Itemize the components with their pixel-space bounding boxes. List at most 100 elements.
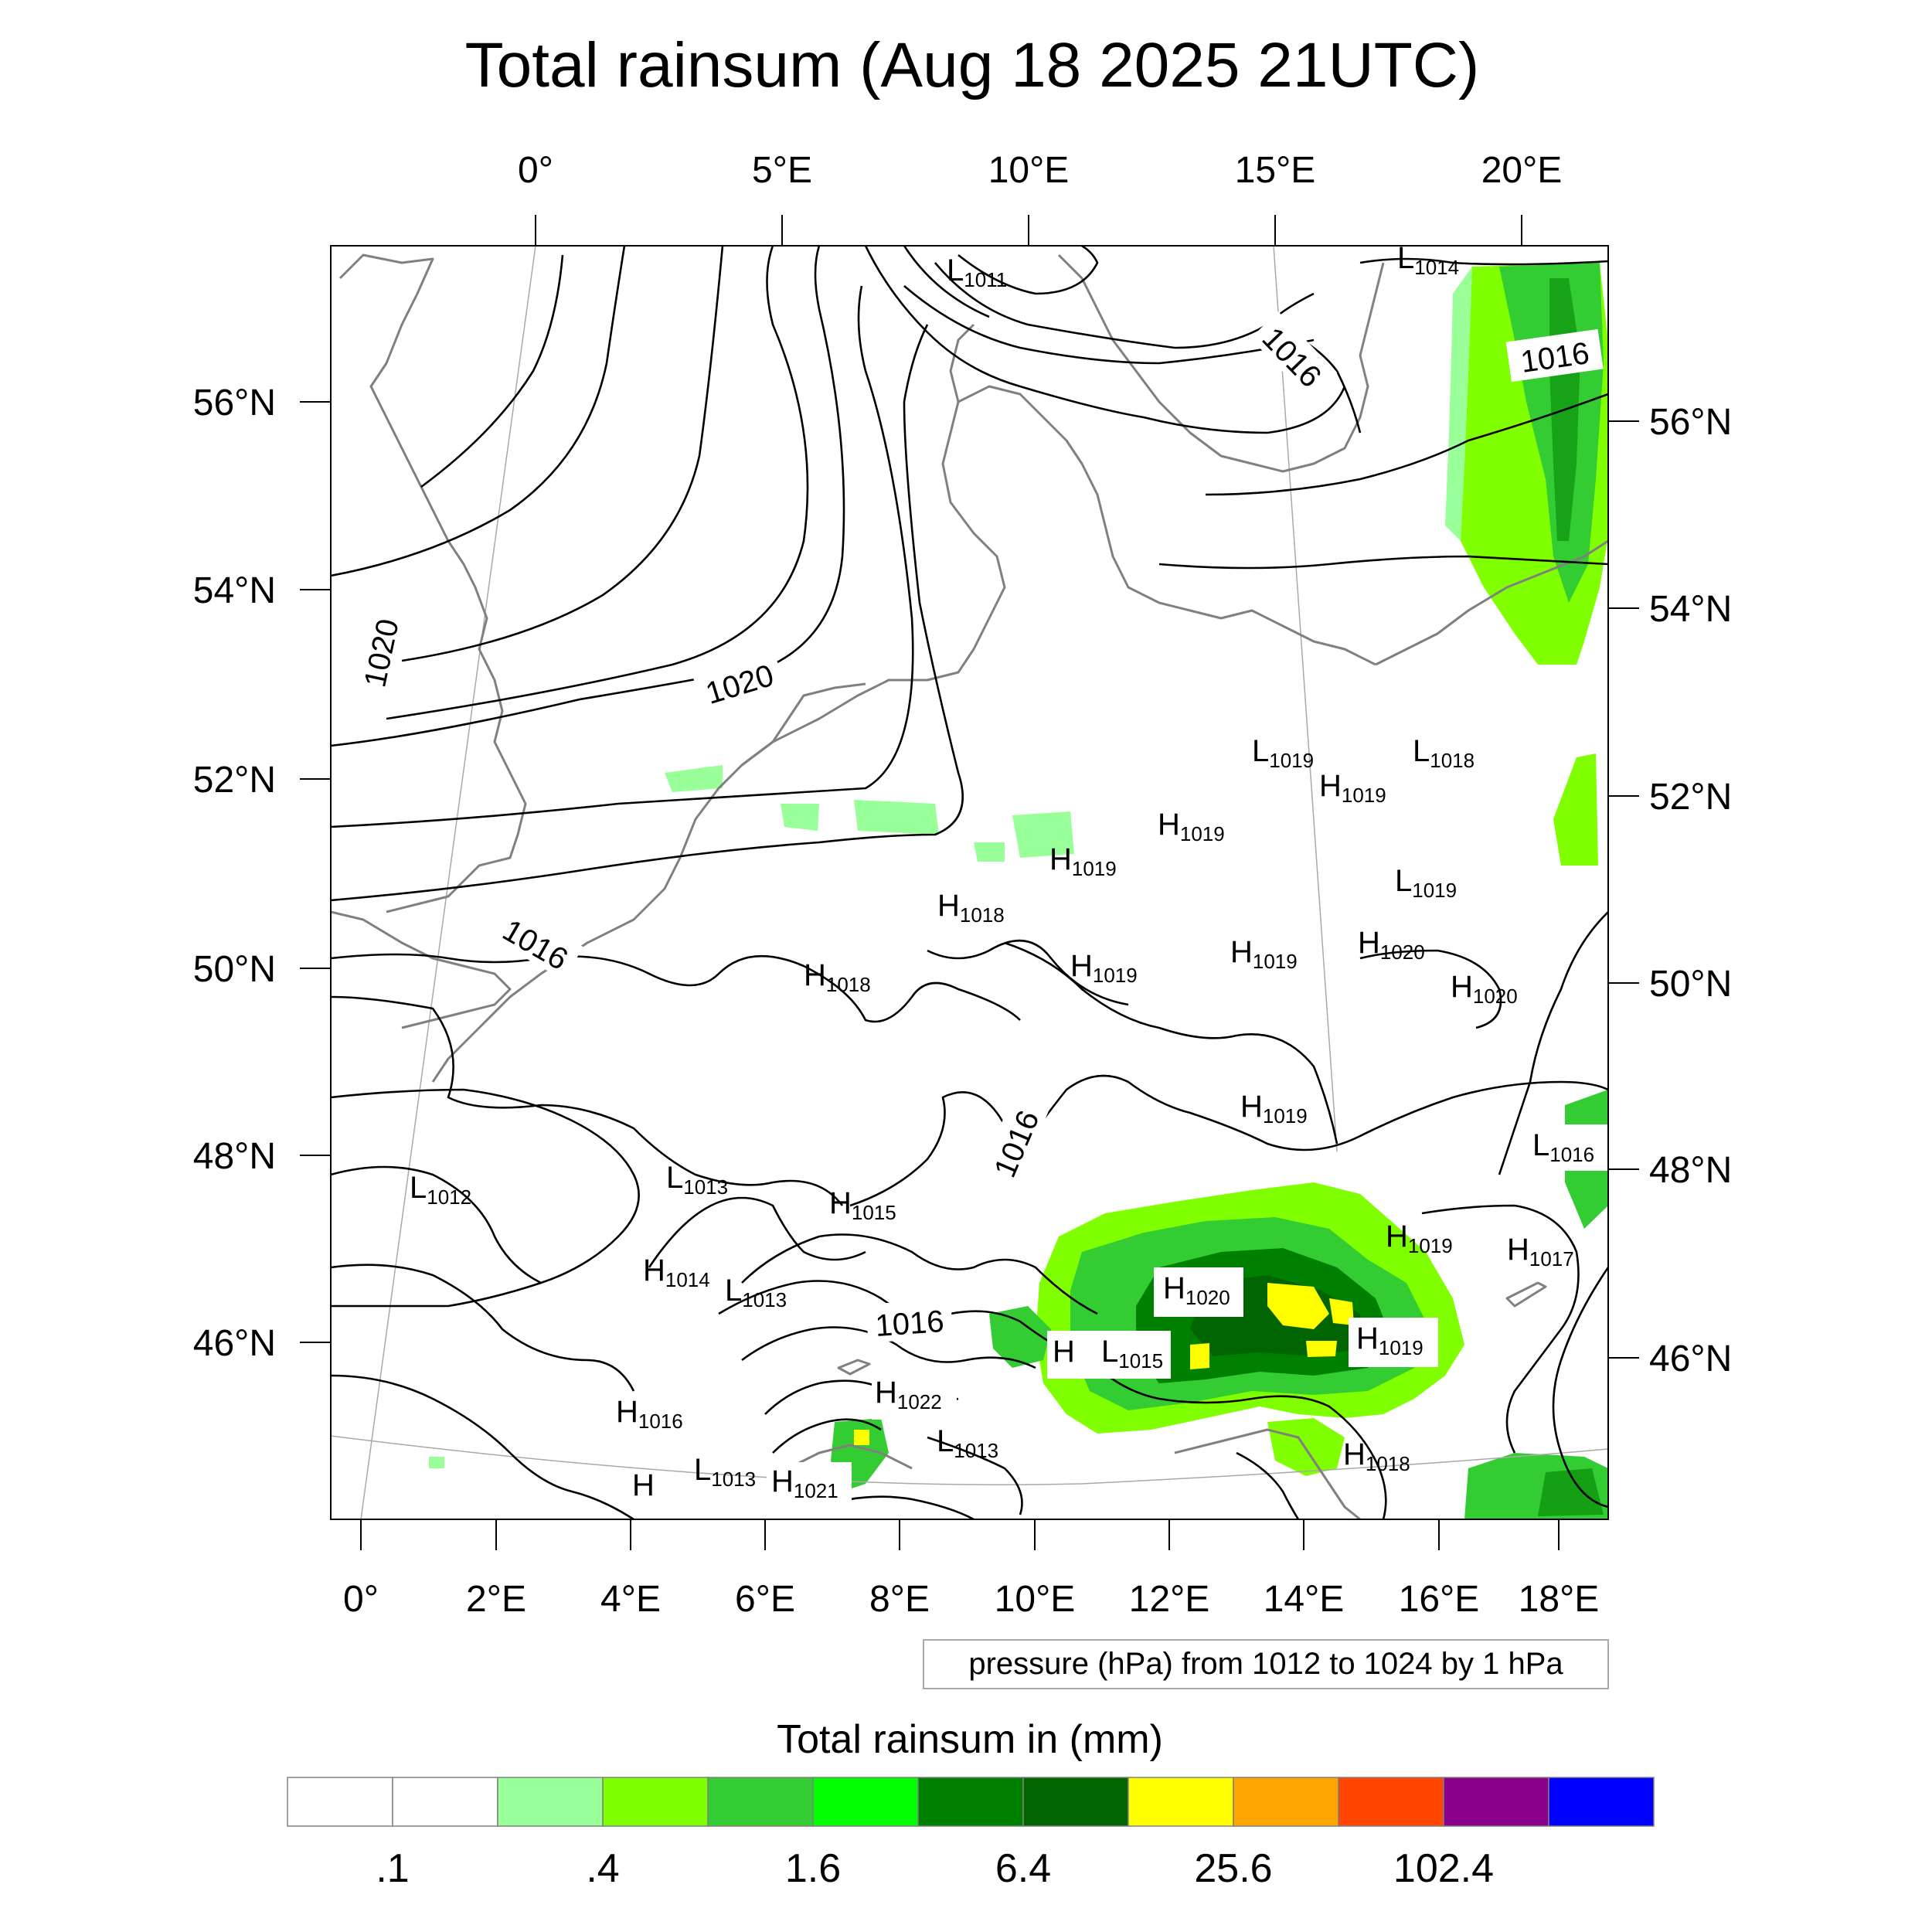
colorbar-swatch <box>497 1777 604 1827</box>
bottom-lon-label: 4°E <box>600 1579 661 1620</box>
coast-adriatic <box>1174 1428 1361 1519</box>
rain-patch-1 <box>665 765 723 792</box>
svg-text:H: H <box>632 1468 655 1502</box>
coast-sweden <box>1057 253 1385 473</box>
svg-text:L1013: L1013 <box>937 1424 998 1462</box>
svg-text:H1017: H1017 <box>1507 1233 1574 1270</box>
top-lon-label: 20°E <box>1481 150 1563 191</box>
pressure-center-28: H1022 <box>872 1372 957 1420</box>
svg-text:L1016: L1016 <box>1532 1128 1594 1166</box>
contour-info-text: pressure (hPa) from 1012 to 1024 by 1 hP… <box>968 1647 1563 1681</box>
isobar-17 <box>331 953 1021 1023</box>
bottom-lon-label: 12°E <box>1129 1579 1210 1620</box>
isobar-16 <box>1359 257 1608 266</box>
pressure-center-14: H1020 <box>1451 970 1518 1008</box>
svg-text:H1021: H1021 <box>771 1464 838 1502</box>
colorbar-tick-label: 25.6 <box>1194 1846 1272 1891</box>
svg-text:H1019: H1019 <box>1049 842 1117 880</box>
isobar-9 <box>903 285 1315 365</box>
isobar-4 <box>386 246 809 720</box>
map-panel: 1016 1020 1020 1016 1016 <box>330 241 1609 1520</box>
isobar-20 <box>1003 1074 1608 1175</box>
coast-denmark <box>957 385 1376 666</box>
gridline-45n <box>331 1435 1608 1485</box>
isobars <box>331 246 1608 1519</box>
svg-text:H1019: H1019 <box>1230 935 1298 973</box>
bottom-lon-label: 14°E <box>1264 1579 1345 1620</box>
pressure-center-18: L1013 <box>666 1161 728 1199</box>
map-frame <box>330 245 1609 1520</box>
rain-patch-3 <box>854 800 939 835</box>
left-latitude-labels: 56°N 54°N 52°N 50°N 48°N 46°N <box>193 383 276 1364</box>
pressure-center-10: H1018 <box>804 958 871 996</box>
pressure-center-15: H1019 <box>1240 1090 1308 1128</box>
lake-balaton <box>1505 1281 1547 1308</box>
isobar-37 <box>927 1436 1023 1515</box>
colorbar-title: Total rainsum in (mm) <box>777 1717 1163 1762</box>
svg-text:L1014: L1014 <box>1397 241 1459 279</box>
pressure-center-27: H1016 <box>616 1395 683 1433</box>
right-lat-label: 50°N <box>1649 964 1732 1005</box>
colorbar-swatch <box>1548 1777 1655 1827</box>
svg-text:H1019: H1019 <box>1356 1321 1423 1359</box>
svg-text:L1019: L1019 <box>1395 864 1457 902</box>
isobar-34 <box>741 1326 1036 1369</box>
colorbar-tick-label: 6.4 <box>995 1846 1051 1891</box>
left-lat-label: 50°N <box>193 949 276 990</box>
right-lat-label: 48°N <box>1649 1150 1732 1191</box>
colorbar-tick-label: 1.6 <box>785 1846 841 1891</box>
isobar-11 <box>903 246 990 318</box>
pressure-center-24: H1020 <box>1154 1267 1243 1317</box>
rain-area-alps-yellow-1 <box>1267 1283 1329 1329</box>
colorbar-swatch <box>602 1777 709 1827</box>
isobar-2 <box>331 246 626 577</box>
rain-patch-2 <box>781 804 819 831</box>
rain-patch-6 <box>429 1457 444 1468</box>
svg-text:L1013: L1013 <box>725 1274 787 1311</box>
svg-text:H1018: H1018 <box>1343 1437 1410 1475</box>
svg-text:H1020: H1020 <box>1163 1271 1230 1309</box>
left-lat-label: 54°N <box>193 570 276 611</box>
right-lat-label: 54°N <box>1649 589 1732 630</box>
left-lat-label: 46°N <box>193 1323 276 1364</box>
figure-title: Total rainsum (Aug 18 2025 21UTC) <box>465 30 1480 100</box>
isobar-22 <box>927 939 1129 1006</box>
isobar-28 <box>1421 1204 1580 1454</box>
pressure-center-20: H1019 <box>1386 1219 1453 1257</box>
pressure-center-4: L1018 <box>1413 734 1475 772</box>
bottom-lon-label: 16°E <box>1399 1579 1480 1620</box>
svg-text:L1019: L1019 <box>1252 734 1314 772</box>
rain-area-alps-southwest-yellow <box>854 1430 869 1445</box>
svg-text:H1019: H1019 <box>1240 1090 1308 1128</box>
isobar-23 <box>331 1088 640 1308</box>
rain-area-alps-yellow-2 <box>1329 1298 1354 1325</box>
coast-great-britain-south <box>331 910 512 1029</box>
rain-patch-4 <box>1012 811 1074 858</box>
svg-text:L1013: L1013 <box>694 1453 756 1491</box>
bottom-lon-label: 2°E <box>466 1579 526 1620</box>
colorbar-tick-label: 102.4 <box>1393 1846 1494 1891</box>
rain-area-alps-west <box>989 1306 1051 1368</box>
lake-geneva <box>837 1359 871 1376</box>
coast-baltic-south <box>1375 539 1608 666</box>
colorbar-swatch <box>1233 1777 1339 1827</box>
isobar-25 <box>331 1264 635 1392</box>
colorbar-tick-label: .1 <box>376 1846 409 1891</box>
pressure-center-5: H1019 <box>1319 769 1386 807</box>
top-lon-label: 0° <box>518 150 553 191</box>
bottom-lon-label: 10°E <box>995 1579 1076 1620</box>
right-lat-label: 52°N <box>1649 777 1732 818</box>
pressure-center-31: L1013 <box>694 1453 756 1491</box>
svg-text:H1014: H1014 <box>643 1253 710 1291</box>
colorbar-swatch <box>812 1777 919 1827</box>
pressure-center-30: H1018 <box>1343 1437 1410 1475</box>
right-latitude-labels: 56°N 54°N 52°N 50°N 48°N 46°N <box>1649 402 1732 1379</box>
isobar-5 <box>331 246 845 747</box>
right-lat-label: 56°N <box>1649 402 1732 443</box>
rain-area-southeast-dark <box>1538 1468 1604 1516</box>
coast-netherlands <box>741 682 866 767</box>
isobar-13 <box>1205 393 1608 496</box>
svg-text:H: H <box>1053 1335 1075 1369</box>
isobar-1 <box>420 254 564 488</box>
